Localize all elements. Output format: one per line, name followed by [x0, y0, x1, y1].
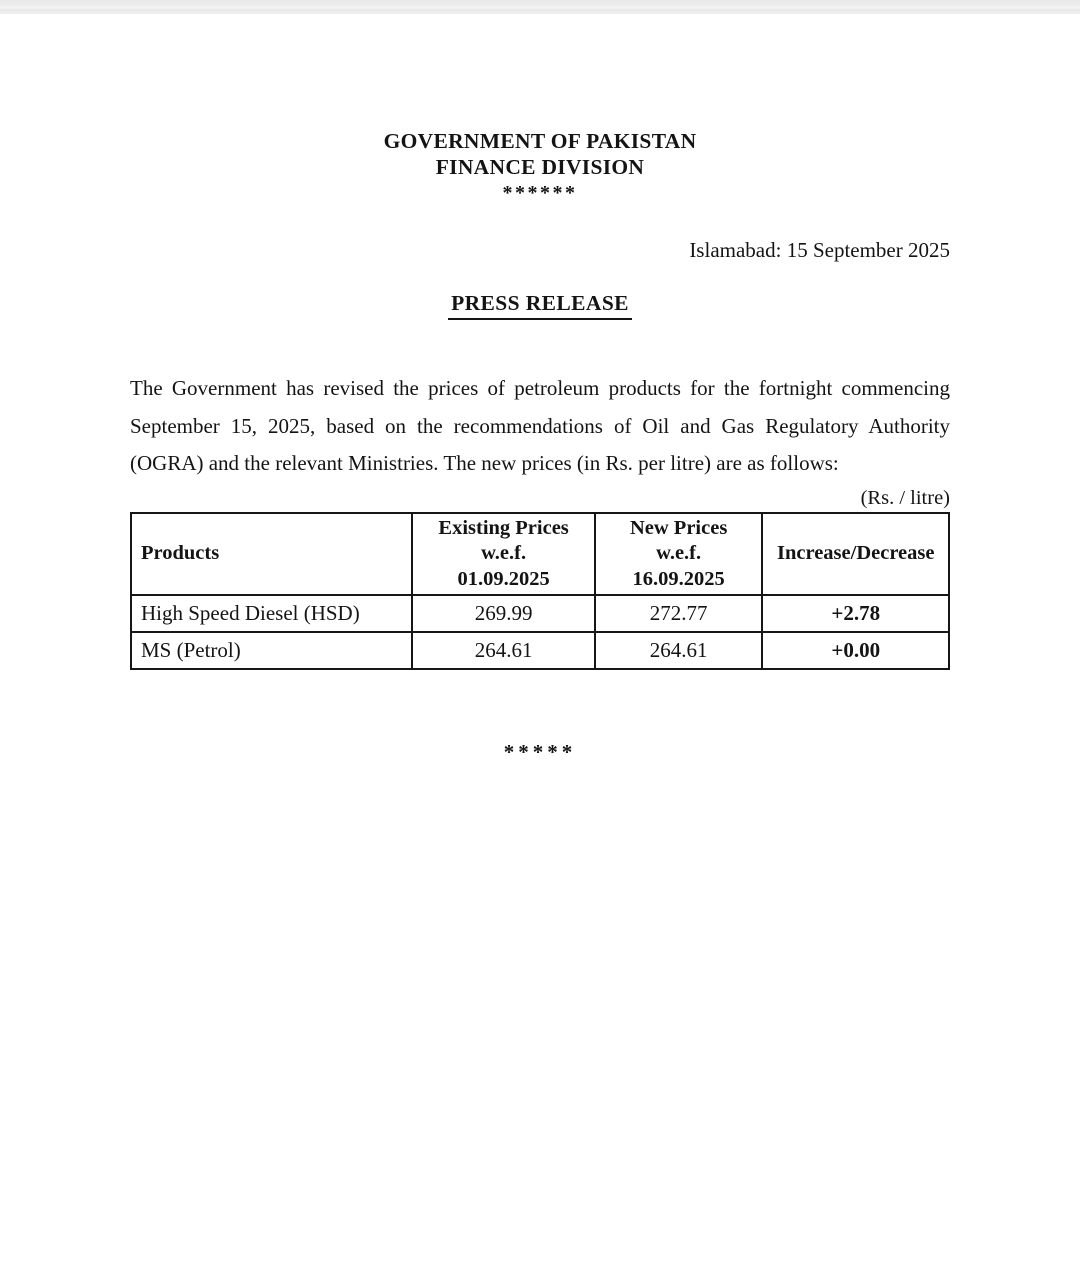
- body-paragraph: The Government has revised the prices of…: [130, 376, 950, 475]
- document-content: GOVERNMENT OF PAKISTAN FINANCE DIVISION …: [0, 14, 1080, 765]
- table-row-hsd: High Speed Diesel (HSD) 269.99 272.77 +2…: [129, 594, 950, 633]
- unit-note: (Rs. / litre): [860, 486, 950, 509]
- new-price-cell: 272.77: [593, 594, 764, 633]
- press-release-title-text: PRESS RELEASE: [448, 290, 632, 320]
- table-row-petrol: MS (Petrol) 264.61 264.61 +0.00: [129, 631, 950, 670]
- existing-prices-label: Existing Prices: [438, 516, 569, 539]
- press-release-title: PRESS RELEASE: [130, 290, 950, 320]
- column-header-products: Products: [129, 511, 414, 596]
- header-divider-stars: ******: [502, 182, 578, 204]
- existing-price-cell: 269.99: [411, 594, 596, 633]
- column-header-existing-prices: Existing Prices w.e.f. 01.09.2025: [411, 511, 596, 596]
- change-cell: +0.00: [761, 631, 950, 670]
- change-cell: +2.78: [761, 594, 950, 633]
- org-division: FINANCE DIVISION: [435, 155, 645, 179]
- new-prices-label: New Prices: [629, 516, 728, 539]
- footer-stars: *****: [503, 740, 577, 764]
- org-name: GOVERNMENT OF PAKISTAN: [383, 129, 697, 153]
- existing-price-cell: 264.61: [411, 631, 596, 670]
- letterhead: GOVERNMENT OF PAKISTAN FINANCE DIVISION …: [130, 14, 950, 204]
- column-header-new-prices: New Prices w.e.f. 16.09.2025: [593, 511, 764, 596]
- existing-prices-date: 01.09.2025: [457, 567, 550, 590]
- table-header-row: Products Existing Prices w.e.f. 01.09.20…: [129, 511, 950, 596]
- product-name-cell: High Speed Diesel (HSD): [129, 594, 414, 633]
- price-table: Products Existing Prices w.e.f. 01.09.20…: [129, 511, 950, 670]
- product-name-cell: MS (Petrol): [129, 631, 414, 670]
- new-prices-wef: w.e.f.: [656, 542, 702, 564]
- new-prices-date: 16.09.2025: [632, 567, 725, 590]
- column-header-increase-decrease: Increase/Decrease: [761, 511, 950, 596]
- existing-prices-wef: w.e.f.: [481, 542, 527, 564]
- new-price-cell: 264.61: [593, 631, 764, 670]
- dateline: Islamabad: 15 September 2025: [689, 238, 950, 262]
- scan-artifact-band: [0, 0, 1080, 14]
